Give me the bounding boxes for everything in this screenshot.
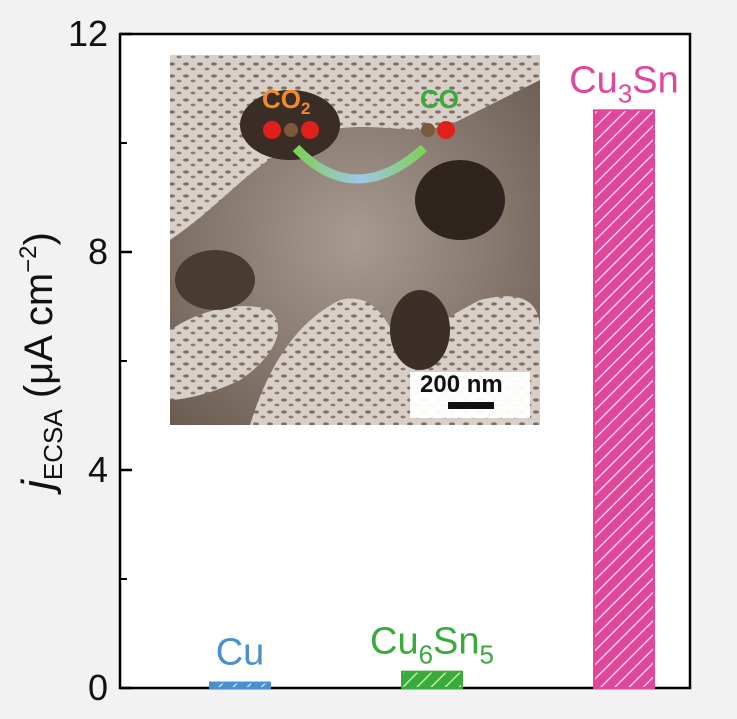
bar-cu bbox=[209, 681, 271, 689]
svg-text:CO2: CO2 bbox=[262, 84, 310, 118]
y-axis: 0 4 8 12 bbox=[68, 13, 132, 708]
co2-label: CO2 bbox=[262, 84, 310, 118]
y-tick-label: 0 bbox=[88, 667, 108, 708]
scale-bar bbox=[448, 402, 494, 409]
bar-label-cu3sn: Cu3Sn bbox=[569, 59, 679, 108]
co-label: CO bbox=[420, 84, 459, 114]
bar-label-cu: Cu bbox=[216, 632, 265, 674]
reaction-arrow-icon bbox=[292, 144, 428, 184]
scale-bar-label: 200 nm bbox=[420, 371, 503, 398]
y-tick-label: 4 bbox=[88, 449, 108, 490]
bar-label-cu6sn5: Cu6Sn5 bbox=[370, 621, 494, 670]
y-tick-label: 8 bbox=[88, 231, 108, 272]
co-molecule-icon bbox=[421, 121, 455, 139]
y-tick-label: 12 bbox=[68, 13, 108, 54]
bars bbox=[209, 109, 655, 690]
sem-inset-image bbox=[170, 55, 540, 425]
co2-molecule-icon bbox=[263, 121, 319, 139]
bar-cu6sn5 bbox=[401, 670, 463, 690]
y-axis-title: jECSA (μA cm−2) bbox=[13, 232, 68, 495]
bar-cu3sn bbox=[593, 109, 655, 690]
bar-labels: Cu Cu6Sn5 Cu3Sn bbox=[216, 59, 679, 673]
